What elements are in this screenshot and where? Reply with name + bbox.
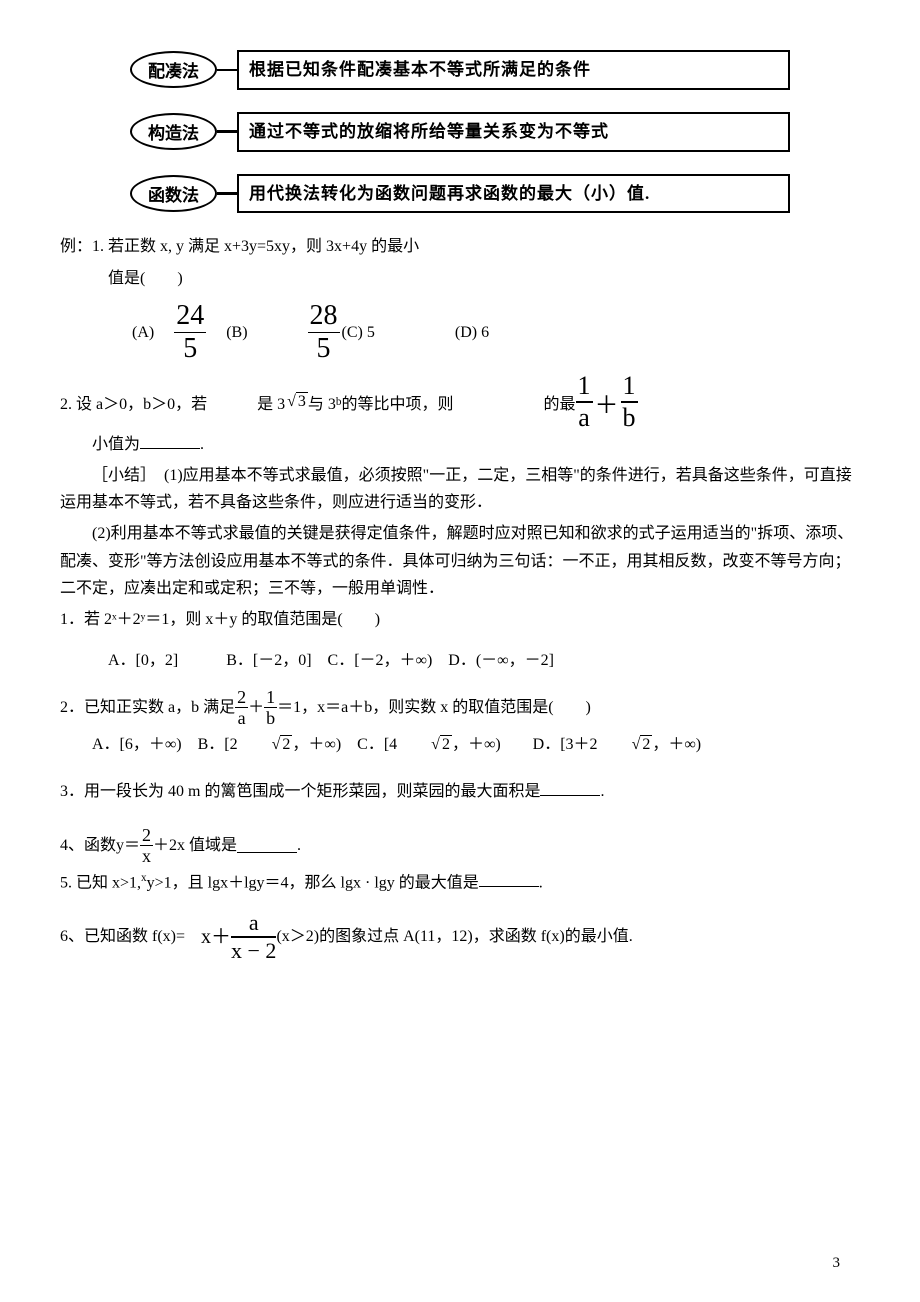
diagram-row: 配凑法 根据已知条件配凑基本不等式所满足的条件	[130, 50, 790, 90]
p2-opt-a: A．[6，＋∞) B．[2	[92, 736, 238, 753]
plus-icon: ＋	[248, 694, 264, 721]
frac-1a: 1 a	[576, 373, 593, 431]
problem-2: 2．已知正实数 a，b 满足 2 a ＋ 1 b ＝1，x＝a＋b，则实数 x …	[60, 688, 860, 727]
plus-icon: ＋	[595, 385, 619, 420]
frac-num: 2	[235, 688, 248, 706]
frac-den: x	[142, 847, 151, 865]
problem-4: 4、函数 y＝ 2 x ＋2x 值域是.	[60, 826, 860, 865]
sqrt-icon: 2	[238, 731, 293, 758]
frac-den: 5	[183, 335, 197, 363]
connector	[217, 130, 237, 133]
problem-2-opts: A．[6，＋∞) B．[22，＋∞) C．[42，＋∞) D．[3＋22，＋∞)	[60, 731, 860, 758]
p5-mid: y>1，且 lgx＋lgy＝4，那么 lgx · lgy 的最大值是	[147, 874, 479, 891]
summary-p1: ［小结］ (1)应用基本不等式求最值，必须按照"一正，二定，三相等"的条件进行，…	[60, 462, 860, 516]
example-line2: 值是( )	[60, 265, 860, 292]
p4-post: ＋2x 值域是	[153, 832, 237, 859]
connector	[217, 192, 237, 195]
q2-line2-text: 小值为	[92, 436, 140, 453]
frac-num: a	[247, 912, 261, 934]
problem-5: 5. 已知 x>1,xy>1，且 lgx＋lgy＝4，那么 lgx · lgy …	[60, 869, 860, 897]
example-options: (A) 24 5 (B) 28 5 (C) 5 (D) 6	[132, 302, 860, 364]
blank-line	[237, 837, 297, 853]
rect-peicou: 根据已知条件配凑基本不等式所满足的条件	[237, 50, 790, 90]
opt-c: (C) 5	[342, 324, 375, 342]
opt-d: (D) 6	[455, 324, 489, 342]
diagram-row: 函数法 用代换法转化为函数问题再求函数的最大（小）值.	[130, 174, 790, 214]
p6-post: (x＞2)的图象过点 A(11，12)，求函数 f(x)的最小值.	[276, 923, 632, 950]
frac-axm2: a x − 2	[231, 912, 276, 962]
methods-diagram: 配凑法 根据已知条件配凑基本不等式所满足的条件 构造法 通过不等式的放缩将所给等…	[130, 50, 790, 213]
frac-den: b	[623, 405, 636, 431]
q2-pre: 2. 设 a＞0，b＞0，若	[60, 390, 207, 414]
q2-line2: 小值为.	[60, 431, 860, 458]
p4-yeq: y＝	[116, 832, 140, 859]
frac-den: a	[238, 709, 246, 727]
frac-den: x − 2	[231, 940, 276, 962]
frac-den: b	[266, 709, 275, 727]
p2-pre: 2．已知正实数 a，b 满足	[60, 694, 235, 721]
q2-after: 的最	[544, 390, 576, 414]
opt-a-frac: 24 5	[174, 302, 206, 364]
frac-num: 2	[140, 826, 153, 844]
p2-opt-b: ，＋∞) C．[4	[292, 736, 397, 753]
bubble-hanshu: 函数法	[130, 175, 217, 212]
p2-opt-c: ，＋∞) D．[3＋2	[452, 736, 598, 753]
p2-mid: ＝1，x＝a＋b，则实数 x 的取值范围是( )	[277, 694, 591, 721]
sqrt-icon: 2	[598, 731, 653, 758]
q2-mid1: 是 3	[257, 390, 285, 414]
sqrt-inner: 3	[296, 392, 308, 410]
p2-opt-d: ，＋∞)	[652, 736, 701, 753]
page-number: 3	[833, 1255, 841, 1272]
problem-1-opts: A．[0，2] B．[－2，0] C．[－2，＋∞) D．(－∞，－2]	[108, 647, 860, 674]
p6-xplus: x＋	[201, 920, 231, 954]
blank-line	[140, 433, 200, 449]
frac-num: 1	[576, 373, 593, 399]
frac-num: 24	[174, 302, 206, 330]
frac-1b: 1 b	[621, 373, 638, 431]
opt-b-frac: 28 5	[308, 302, 340, 364]
frac-num: 28	[308, 302, 340, 330]
sqrt-icon: 3	[285, 393, 308, 411]
period: .	[539, 874, 543, 891]
opt-b-label: (B)	[226, 324, 247, 342]
q2-mid2: 与 3	[308, 390, 336, 414]
period: .	[600, 783, 604, 800]
period: .	[200, 436, 204, 453]
sqrt-inner: 2	[640, 735, 652, 753]
frac-1b: 1 b	[264, 688, 277, 727]
summary-p2: (2)利用基本不等式求最值的关键是获得定值条件，解题时应对照已知和欲求的式子运用…	[60, 520, 860, 602]
sqrt-icon: 2	[397, 731, 452, 758]
frac-2a: 2 a	[235, 688, 248, 727]
rect-gouzao: 通过不等式的放缩将所给等量关系变为不等式	[237, 112, 790, 152]
sqrt-inner: 2	[440, 735, 452, 753]
opt-a-label: (A)	[132, 324, 154, 342]
q2-mid3: 的等比中项，则	[342, 390, 454, 414]
p6-pre: 6、已知函数 f(x)=	[60, 923, 201, 950]
frac-num: 1	[621, 373, 638, 399]
connector	[217, 69, 237, 72]
frac-den: 5	[317, 335, 331, 363]
diagram-row: 构造法 通过不等式的放缩将所给等量关系变为不等式	[130, 112, 790, 152]
rect-hanshu: 用代换法转化为函数问题再求函数的最大（小）值.	[237, 174, 790, 214]
p3-text: 3．用一段长为 40 m 的篱笆围成一个矩形菜园，则菜园的最大面积是	[60, 783, 540, 800]
bubble-peicou: 配凑法	[130, 51, 217, 88]
problem-1: 1．若 2ˣ＋2ʸ＝1，则 x＋y 的取值范围是( )	[60, 606, 860, 633]
sqrt-inner: 2	[280, 735, 292, 753]
period: .	[297, 832, 301, 859]
p5-pre: 5. 已知 x>1,	[60, 874, 141, 891]
problem-3: 3．用一段长为 40 m 的篱笆围成一个矩形菜园，则菜园的最大面积是.	[60, 778, 860, 805]
problem-6: 6、已知函数 f(x)= x＋ a x − 2 (x＞2)的图象过点 A(11，…	[60, 912, 860, 962]
blank-line	[479, 871, 539, 887]
example-line1: 例：1. 若正数 x, y 满足 x+3y=5xy，则 3x+4y 的最小	[60, 233, 860, 260]
p4-pre: 4、函数	[60, 832, 116, 859]
frac-den: a	[578, 405, 590, 431]
frac-2x: 2 x	[140, 826, 153, 865]
bubble-gouzao: 构造法	[130, 113, 217, 150]
blank-line	[540, 780, 600, 796]
q2-row: 2. 设 a＞0，b＞0，若 是 3 3 与 3 b 的等比中项，则 的最 1 a…	[60, 373, 860, 431]
frac-num: 1	[264, 688, 277, 706]
